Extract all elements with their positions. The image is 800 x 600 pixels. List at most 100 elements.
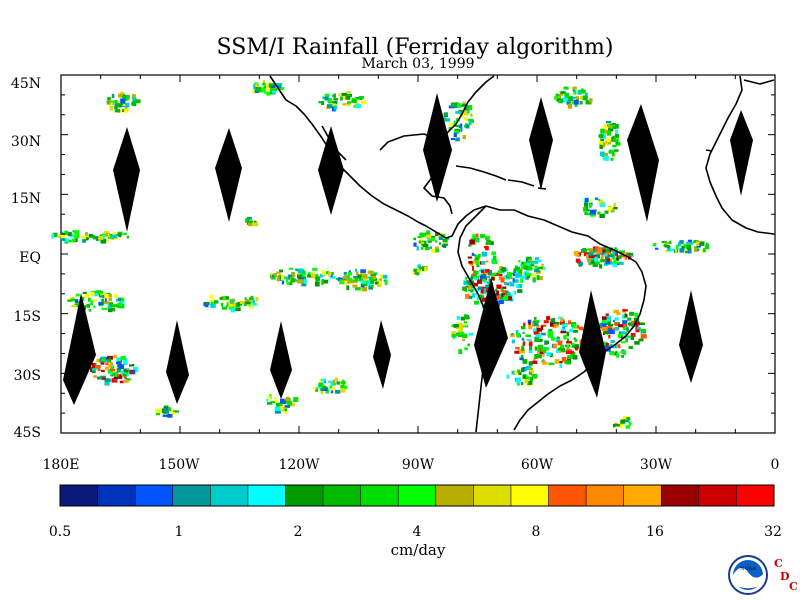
coastline-south-america-west	[457, 205, 487, 433]
rain-pixel	[561, 347, 566, 352]
rain-pixel	[351, 99, 356, 103]
rain-pixel	[358, 278, 365, 282]
rain-pixel	[501, 293, 505, 297]
rain-pixel	[266, 398, 269, 402]
rain-pixel	[451, 333, 457, 338]
orbit-gap-swath	[166, 320, 189, 404]
rain-pixel	[210, 303, 216, 308]
rain-pixel	[524, 277, 529, 280]
rain-pixel	[321, 280, 324, 286]
rain-pixel	[572, 323, 577, 329]
rain-pixel	[629, 311, 635, 316]
rain-pixel	[526, 262, 531, 268]
rain-pixel	[120, 356, 126, 361]
rain-pixel	[106, 294, 112, 298]
rain-pixel	[455, 124, 461, 127]
rain-pixel	[105, 378, 111, 382]
rain-pixel	[485, 236, 490, 240]
rain-pixel	[600, 322, 607, 328]
rain-pixel	[686, 246, 692, 250]
rain-pixel	[276, 276, 280, 282]
rain-pixel	[274, 273, 278, 277]
rain-pixel	[481, 261, 486, 265]
rain-pixel	[226, 302, 229, 307]
rain-pixel	[101, 358, 105, 362]
rain-pixel	[435, 232, 440, 237]
rain-pixel	[96, 290, 102, 295]
rain-pixel	[529, 346, 533, 351]
rain-pixel	[85, 232, 88, 236]
cdc-logo-d: D	[780, 570, 790, 583]
colorbar-tick-8: 8	[532, 524, 541, 540]
rain-pixel	[567, 98, 574, 101]
rain-pixel	[132, 97, 137, 102]
rain-pixel	[598, 134, 604, 138]
rain-pixel	[104, 380, 110, 386]
rain-pixel	[476, 296, 482, 300]
rain-pixel	[163, 405, 169, 408]
rain-pixel	[450, 138, 456, 141]
rain-pixel	[356, 271, 359, 276]
rain-pixel	[327, 97, 332, 103]
rain-pixel	[360, 280, 367, 284]
rain-pixel	[628, 322, 634, 326]
rain-pixel	[51, 233, 55, 239]
rain-pixel	[516, 378, 521, 384]
rain-pixel	[566, 331, 570, 337]
rain-pixel	[424, 266, 427, 272]
rain-pixel	[628, 421, 632, 426]
rain-pixel	[589, 204, 592, 207]
rain-pixel	[93, 299, 97, 302]
rain-pixel	[493, 255, 497, 261]
rain-pixel	[562, 326, 566, 329]
rain-pixel	[613, 259, 616, 263]
rain-pixel	[342, 379, 345, 382]
orbit-gap-swath	[529, 97, 553, 190]
rain-pixel	[272, 274, 275, 280]
rain-pixel	[604, 262, 609, 266]
rain-pixel	[435, 249, 440, 253]
rain-pixel	[489, 241, 494, 245]
rain-pixel	[274, 397, 277, 402]
rain-pixel	[330, 273, 333, 278]
axis-ticks	[60, 74, 776, 434]
colorbar: 0.5 1 2 4 8 16 32 cm/day	[49, 484, 782, 559]
rain-pixel	[599, 264, 603, 269]
rain-pixel	[509, 299, 514, 302]
rain-pixel	[99, 291, 104, 294]
rain-pixel	[695, 241, 700, 246]
rain-pixel	[618, 324, 624, 328]
rain-pixel	[507, 296, 512, 301]
rain-pixel	[538, 266, 543, 270]
lat-label-15s: 15S	[14, 309, 41, 325]
rain-pixel	[612, 138, 619, 143]
rain-pixel	[274, 406, 281, 411]
rain-pixel	[466, 105, 473, 111]
rain-pixel	[321, 270, 325, 276]
rain-pixel	[260, 87, 266, 93]
rain-pixel	[253, 84, 256, 90]
rain-pixel	[266, 402, 273, 405]
rain-pixel	[585, 92, 588, 97]
rain-pixel	[118, 233, 122, 237]
rain-pixel	[369, 280, 375, 284]
rain-pixel	[125, 378, 131, 381]
rain-pixel	[625, 313, 628, 318]
rain-pixel	[121, 98, 126, 104]
rain-pixel	[122, 98, 129, 101]
rain-pixel	[162, 414, 169, 417]
rain-pixel	[93, 375, 97, 378]
rain-pixel	[342, 276, 349, 280]
rain-pixel	[582, 248, 587, 251]
rain-pixel	[705, 244, 709, 249]
rain-pixel	[429, 237, 436, 241]
coastline-south-america-east	[485, 205, 647, 431]
rain-pixel	[611, 136, 614, 142]
rain-pixel	[623, 324, 628, 327]
rain-pixel	[239, 300, 246, 305]
rain-pixel	[338, 93, 341, 97]
rain-pixel	[564, 96, 568, 101]
rain-pixel	[315, 276, 321, 281]
colorbar-cell	[210, 485, 249, 506]
rain-pixel	[67, 299, 72, 302]
